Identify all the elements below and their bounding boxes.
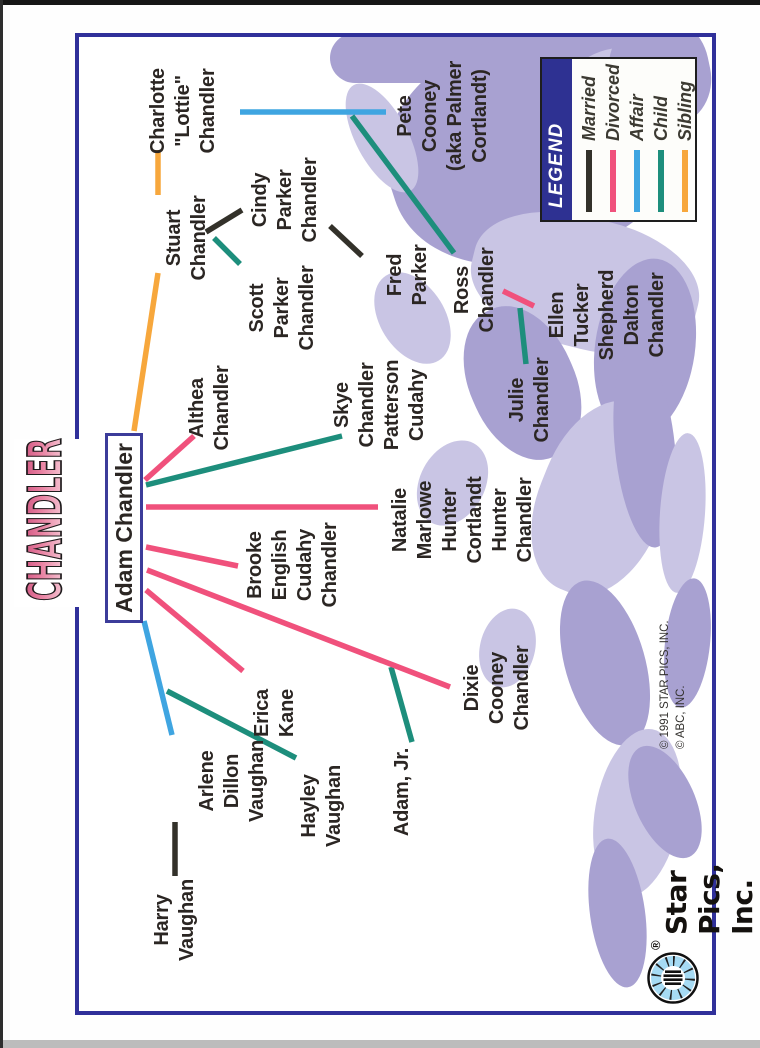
legend-header: LEGEND	[542, 59, 572, 220]
legend-item-affair: Affair	[625, 59, 649, 220]
divorced-line-swatch	[610, 150, 616, 212]
brand-name: Star Pics, Inc.	[660, 863, 759, 935]
legend-title: LEGEND	[546, 122, 567, 208]
person-name-line: Cooney	[486, 651, 508, 725]
married-line-swatch	[586, 150, 592, 212]
person-name-line: Chandler	[211, 365, 233, 451]
legend-item-married: Married	[577, 59, 601, 220]
person-name-line: Hayley	[298, 774, 320, 838]
registered-mark: ®	[648, 940, 663, 950]
copyright-line-1: © 1991 STAR PICS, INC.	[657, 620, 671, 749]
person-name-line: Chandler	[646, 272, 668, 358]
person-dixie: Dixie Cooney Chandler	[460, 578, 535, 798]
legend-item-divorced: Divorced	[601, 59, 625, 220]
legend-label: Married	[578, 75, 599, 141]
copyright-line-2: © ABC, INC.	[673, 685, 687, 749]
child-line-swatch	[658, 150, 664, 212]
person-hayley: Hayley Vaughan	[297, 696, 347, 916]
legend-item-sibling: Sibling	[673, 59, 697, 220]
card-title-wrap: CHANDLER	[14, 438, 82, 607]
star-pics-logo-icon	[647, 952, 699, 1004]
person-name-line: Chandler	[511, 645, 533, 731]
legend-box: LEGEND Married Divorced Affair Child Sibling	[540, 57, 697, 222]
person-scott: Scott Parker Chandler	[245, 198, 320, 418]
person-name-line: Harry	[151, 894, 173, 946]
person-name-line: Parker	[271, 277, 293, 339]
person-name-line: Dalton	[621, 284, 643, 346]
person-name-line: Vaughan	[323, 765, 345, 847]
person-name-line: Chandler	[319, 522, 341, 608]
affair-line-swatch	[634, 150, 640, 212]
person-name-line: Adam, Jr.	[391, 747, 413, 837]
person-arlene: Arlene Dillon Vaughan	[195, 671, 270, 891]
person-name-line: Tucker	[571, 283, 593, 347]
scan-edge-bottom	[0, 1040, 760, 1048]
person-name-line: Vaughan	[176, 879, 198, 961]
person-name-line: Ross	[451, 265, 473, 315]
legend-label: Sibling	[674, 81, 695, 141]
legend-rows: Married Divorced Affair Child Sibling	[572, 59, 697, 220]
legend-item-child: Child	[649, 59, 673, 220]
person-name-line: Stuart	[163, 209, 185, 267]
person-ross: Ross Chandler	[450, 180, 500, 400]
person-harry: Harry Vaughan	[150, 810, 200, 1030]
person-name-line: Dixie	[461, 664, 483, 712]
person-name-line: Scott	[246, 283, 268, 333]
person-name-line: Chandler	[476, 247, 498, 333]
person-name-line: Chandler	[296, 265, 318, 351]
person-name-line: Marlowe	[414, 480, 436, 560]
scan-edge-left	[0, 0, 3, 1048]
person-ellen: Ellen Tucker Shepherd Dalton Chandler	[545, 205, 670, 425]
root-person-box: Adam Chandler	[105, 433, 143, 623]
person-name-line: Shepherd	[596, 269, 618, 361]
person-name-line: Vaughan	[246, 740, 268, 822]
scan-edge-top	[0, 0, 760, 5]
person-name-line: Chandler	[356, 362, 378, 448]
card-title: CHANDLER	[17, 438, 72, 602]
legend-label: Divorced	[602, 63, 623, 141]
legend-label: Affair	[626, 94, 647, 141]
person-name-line: Althea	[186, 378, 208, 438]
sibling-line-swatch	[682, 150, 688, 212]
person-name-line: Dillon	[221, 753, 243, 809]
person-althea: Althea Chandler	[185, 298, 235, 518]
root-person-label: Adam Chandler	[110, 443, 137, 613]
person-name-line: Natalie	[389, 487, 411, 553]
person-adamjr: Adam, Jr.	[390, 682, 415, 902]
legend-label: Child	[650, 96, 671, 141]
